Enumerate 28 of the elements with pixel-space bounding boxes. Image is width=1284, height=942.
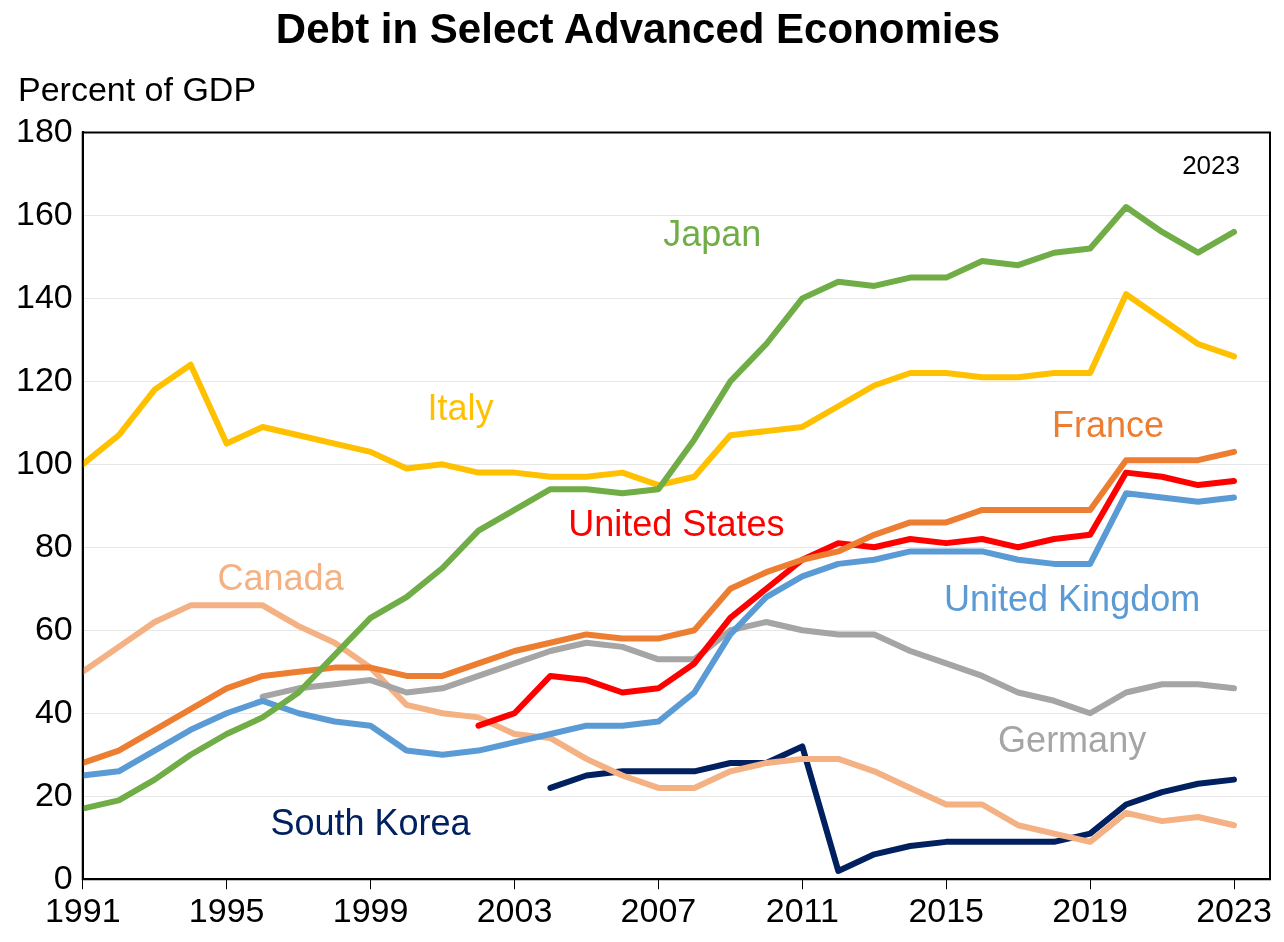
x-tick-label: 2003 [476, 890, 553, 929]
series-label: United States [568, 503, 785, 545]
series-label: France [1052, 403, 1165, 445]
x-tick-label: 2011 [765, 890, 839, 929]
y-tick-label: 140 [15, 276, 73, 315]
y-tick-label: 40 [34, 691, 73, 730]
x-tick-label: 2023 [1196, 890, 1272, 929]
y-axis-title: Percent of GDP [18, 69, 257, 108]
x-tick-label: 2019 [1052, 890, 1128, 929]
y-tick-label: 20 [34, 774, 73, 813]
y-tick-label: 120 [15, 359, 73, 398]
x-tick-label: 1999 [332, 890, 409, 929]
annotation: 2023 [1182, 149, 1240, 180]
x-tick-label: 2015 [908, 890, 985, 929]
series-label: Canada [217, 557, 345, 599]
series-label: Germany [998, 719, 1147, 761]
x-tick-label: 2007 [620, 890, 697, 929]
series-label: United Kingdom [944, 578, 1201, 620]
x-tick-label: 1995 [188, 890, 265, 929]
y-tick-label: 100 [15, 442, 73, 481]
y-tick-label: 60 [34, 608, 73, 647]
y-tick-label: 160 [15, 193, 73, 232]
y-tick-label: 180 [15, 110, 73, 149]
y-tick-label: 80 [34, 525, 73, 564]
chart-title: Debt in Select Advanced Economies [275, 4, 1001, 52]
series-label: Italy [427, 387, 494, 429]
series-label: Japan [663, 213, 762, 255]
text: South Korea [270, 802, 472, 844]
